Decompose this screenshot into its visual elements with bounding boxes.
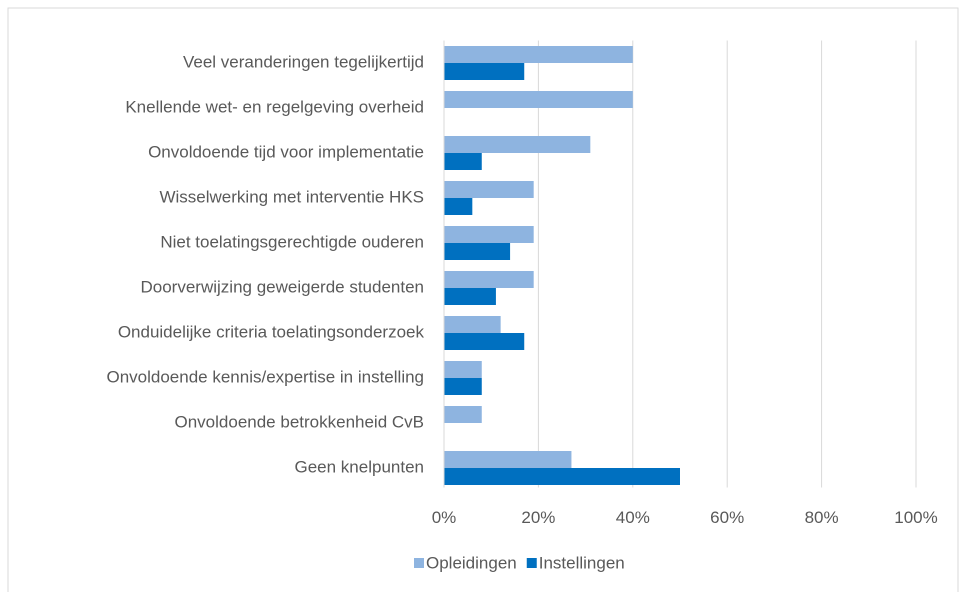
- x-tick-label: 0%: [432, 508, 457, 527]
- x-tick-label: 60%: [710, 508, 744, 527]
- legend-swatch: [526, 558, 537, 568]
- bar: [444, 333, 525, 350]
- y-tick-label: Veel veranderingen tegelijkertijd: [183, 52, 424, 71]
- y-tick-label: Wisselwerking met interventie HKS: [159, 187, 424, 206]
- y-tick-label: Doorverwijzing geweigerde studenten: [141, 277, 425, 296]
- bar: [444, 63, 525, 80]
- legend-label: Instellingen: [539, 553, 625, 572]
- y-tick-label: Geen knelpunten: [295, 457, 425, 476]
- y-tick-label: Onduidelijke criteria toelatingsonderzoe…: [118, 322, 425, 341]
- bar: [444, 243, 511, 260]
- chart-border: [7, 7, 959, 597]
- x-tick-label: 80%: [805, 508, 839, 527]
- legend-label: Opleidingen: [426, 553, 517, 572]
- bar: [444, 226, 534, 243]
- x-tick-label: 100%: [894, 508, 937, 527]
- bar: [444, 288, 496, 305]
- bar: [444, 361, 482, 378]
- y-tick-label: Knellende wet- en regelgeving overheid: [125, 97, 424, 116]
- x-tick-label: 20%: [521, 508, 555, 527]
- x-tick-label: 40%: [616, 508, 650, 527]
- y-tick-label: Onvoldoende tijd voor implementatie: [148, 142, 424, 161]
- bar: [444, 181, 534, 198]
- y-tick-label: Onvoldoende kennis/expertise in instelli…: [106, 367, 424, 386]
- legend-swatch: [414, 558, 424, 568]
- bar: [444, 406, 482, 423]
- y-tick-label: Niet toelatingsgerechtigde ouderen: [160, 232, 424, 251]
- bar: [444, 451, 572, 468]
- bar: [444, 91, 633, 108]
- bar: [444, 468, 680, 485]
- bar: [444, 46, 633, 63]
- bar: [444, 153, 482, 170]
- bar: [444, 378, 482, 395]
- bar: [444, 136, 591, 153]
- y-tick-label: Onvoldoende betrokkenheid CvB: [175, 412, 425, 431]
- bar: [444, 316, 501, 333]
- bar: [444, 198, 473, 215]
- bar: [444, 271, 534, 288]
